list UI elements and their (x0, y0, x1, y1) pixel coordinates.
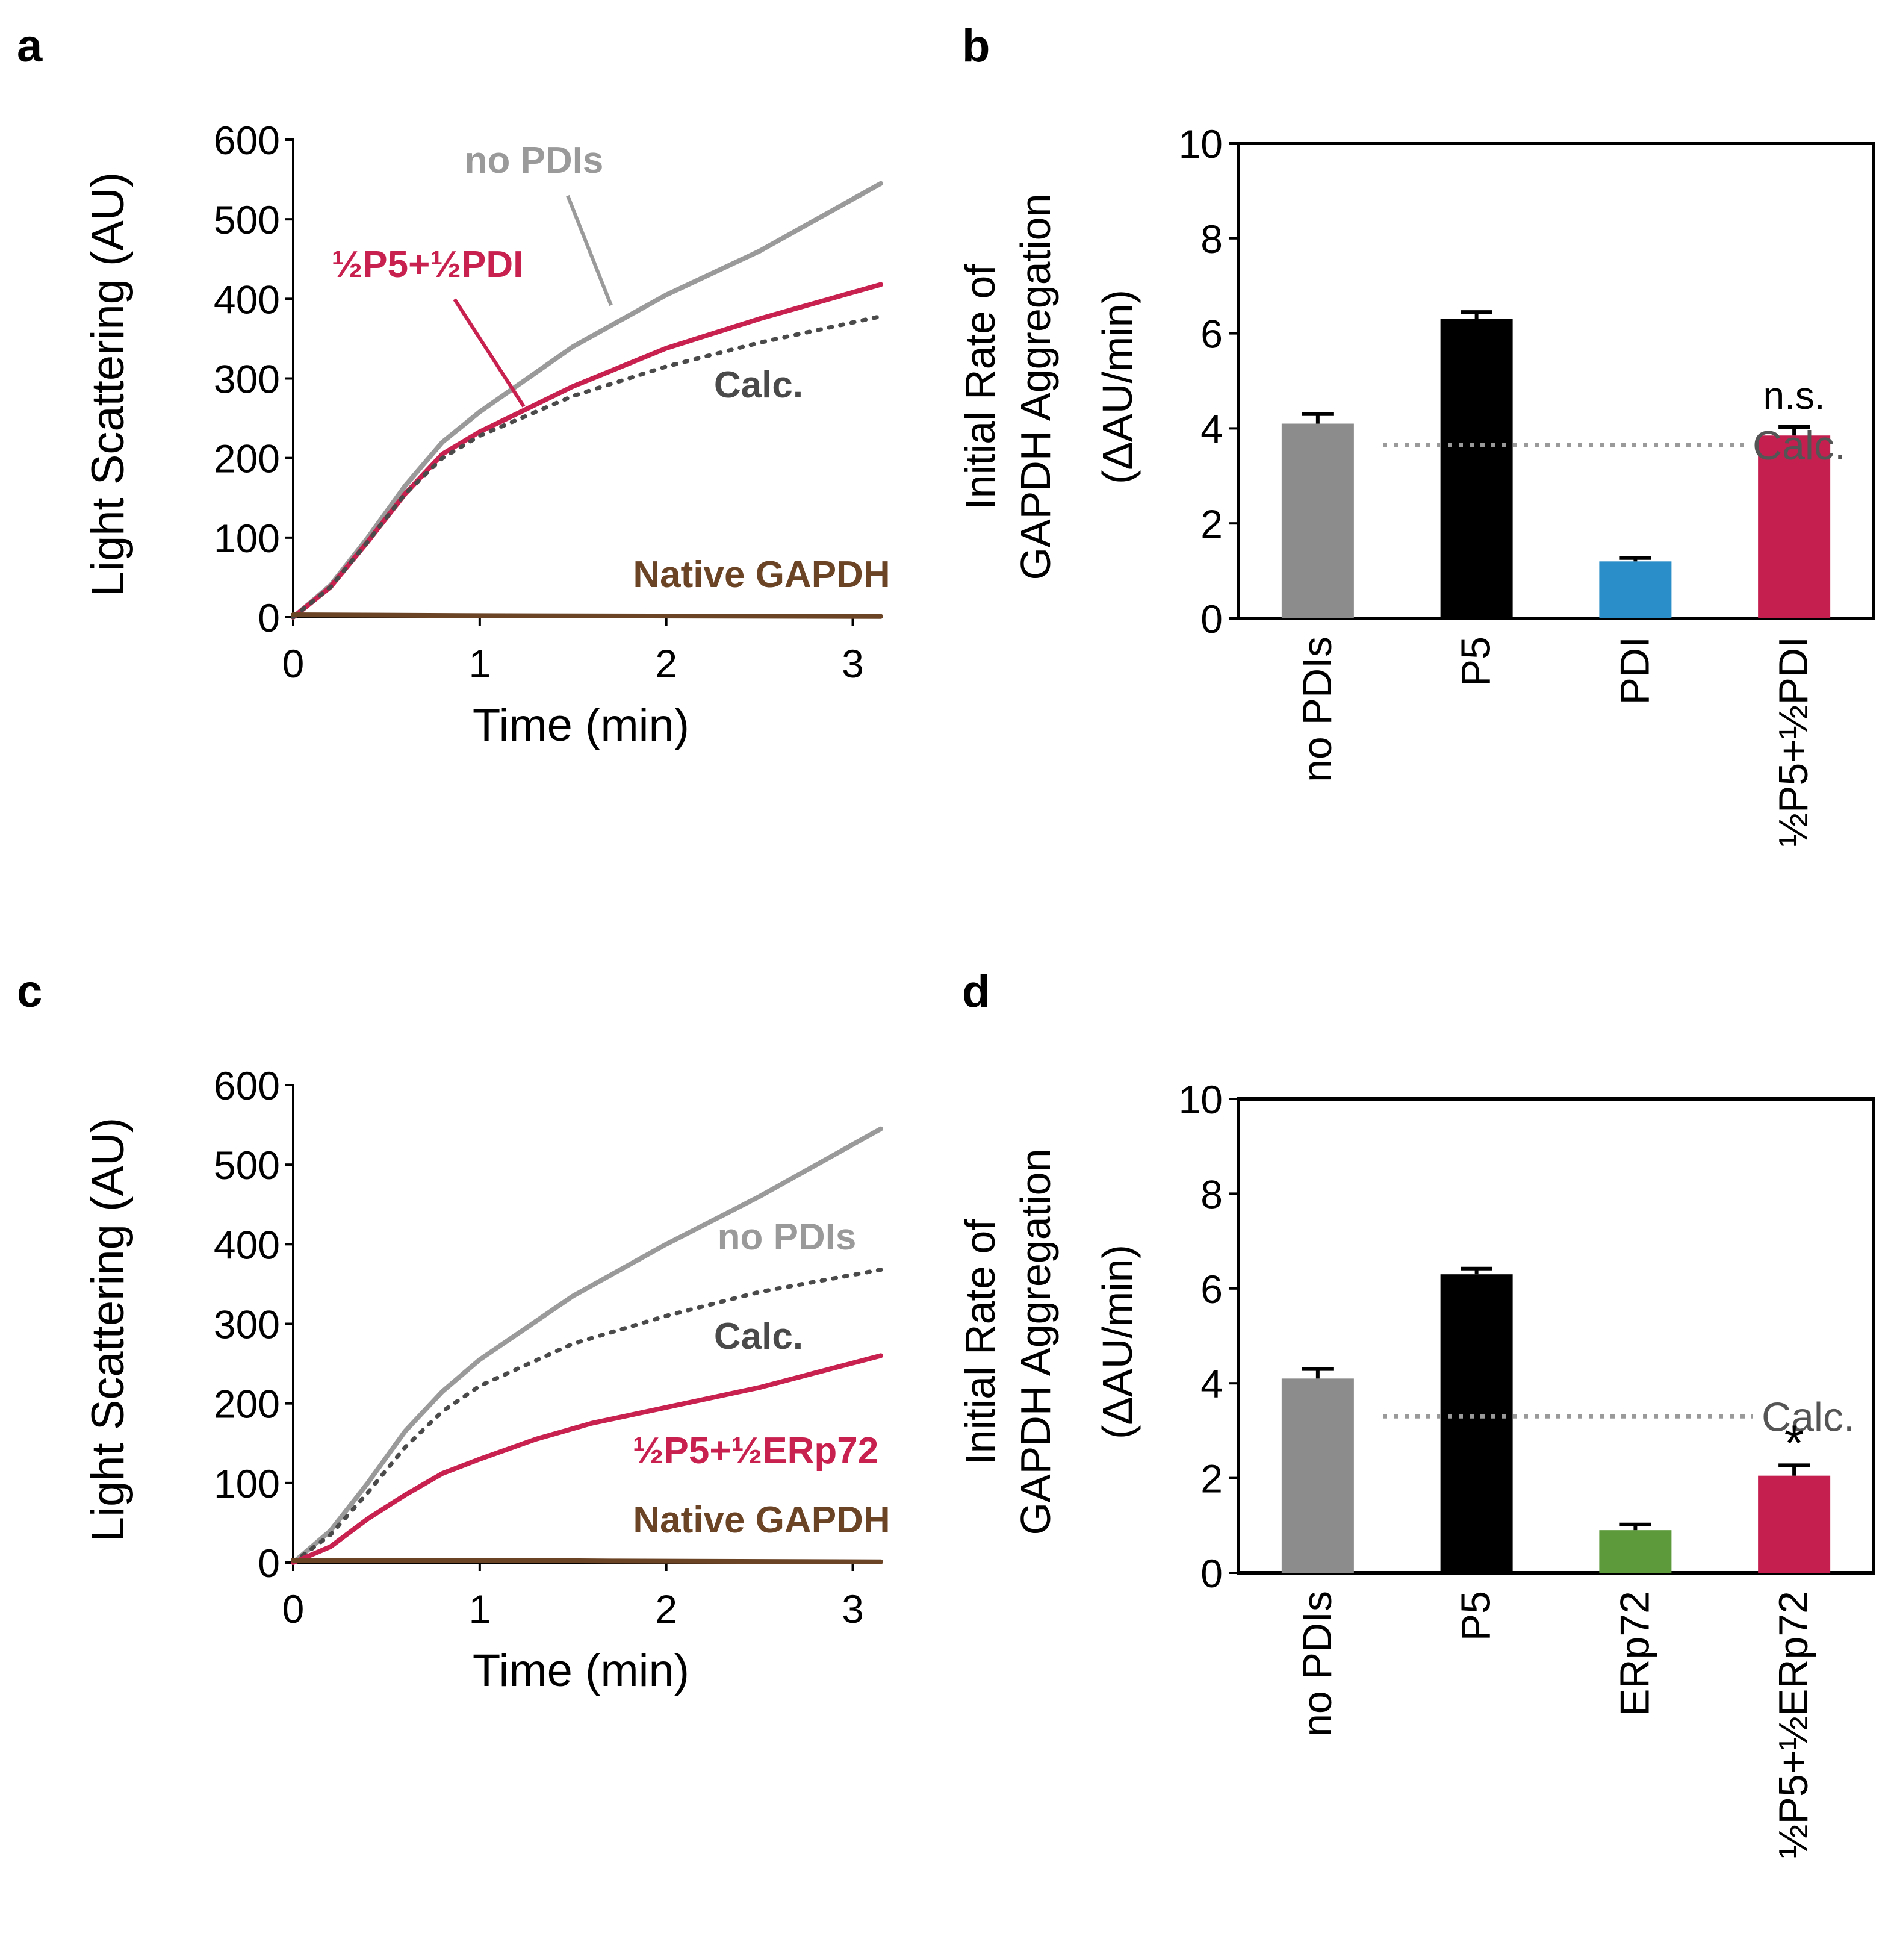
chart-d-initial-rate: 0 2 4 6 8 10 Initial Rate of GAPDH Aggregation (… (957, 1077, 1875, 1858)
series-line--p5-erp72 (291, 1353, 883, 1565)
y-axis-title-line2: GAPDH Aggregation (1012, 193, 1059, 580)
x-tick-label: 2 (655, 641, 677, 686)
series-label: ½P5+½PDI (332, 244, 524, 285)
y-tick-label: 0 (258, 596, 280, 640)
y-tick-label: 8 (1200, 1172, 1223, 1216)
series-line-calc- (291, 1268, 883, 1565)
y-axis-title-line1: Initial Rate of (957, 264, 1004, 510)
chart-a-light-scattering: 0 100 200 300 400 500 600 0 1 2 3 Time (min) Light S… (82, 118, 890, 751)
series-label: Native GAPDH (633, 1499, 890, 1541)
x-tick-label: 2 (655, 1587, 677, 1631)
x-tick-label: 0 (282, 641, 305, 686)
category-label: ½P5+½ERp72 (1771, 1591, 1816, 1858)
category-label: ½P5+½PDI (1771, 636, 1816, 847)
y-tick-label: 2 (1200, 1457, 1223, 1501)
series-line--p5-pdi (291, 282, 883, 620)
y-tick-label: 200 (214, 1382, 280, 1426)
y-tick-label: 6 (1200, 1267, 1223, 1311)
y-tick-label: 200 (214, 437, 280, 481)
y-tick-label: 2 (1200, 502, 1223, 546)
bar-2 (1599, 561, 1672, 618)
y-axis-title-line3: (ΔAU/min) (1094, 1245, 1141, 1439)
series-leader-line (453, 298, 526, 408)
y-tick-label: 10 (1179, 1077, 1223, 1122)
series-label: no PDIs (718, 1216, 857, 1258)
y-tick-label: 100 (214, 1461, 280, 1506)
significance-marker: n.s. (1763, 374, 1825, 417)
series-label: ½P5+½ERp72 (633, 1430, 878, 1472)
series-line-calc- (291, 314, 883, 620)
y-tick-label: 4 (1200, 406, 1223, 451)
y-tick-label: 300 (214, 357, 280, 402)
y-tick-label: 8 (1200, 217, 1223, 261)
y-tick-label: 600 (214, 118, 280, 163)
x-axis-title: Time (min) (473, 1645, 689, 1696)
x-tick-label: 0 (282, 1587, 305, 1631)
series-line-native-gapdh (291, 1558, 883, 1564)
y-axis-title: Light Scattering (AU) (82, 172, 134, 597)
x-tick-label: 1 (468, 641, 491, 686)
panel-label-a: a (17, 20, 43, 72)
y-axis-title-line3: (ΔAU/min) (1094, 290, 1141, 484)
y-axis-title-line2: GAPDH Aggregation (1012, 1148, 1059, 1535)
category-label: no PDIs (1294, 636, 1340, 782)
y-tick-label: 6 (1200, 312, 1223, 356)
panel-label-c: c (17, 966, 42, 1017)
series-line-native-gapdh (291, 612, 883, 619)
y-tick-label: 10 (1179, 122, 1223, 166)
x-tick-label: 3 (842, 1587, 864, 1631)
series-label: no PDIs (465, 140, 604, 181)
plot-frame (1237, 1097, 1875, 1575)
category-label: P5 (1453, 1591, 1499, 1641)
significance-marker: * (1784, 1414, 1804, 1471)
category-label: PDI (1612, 636, 1657, 705)
category-label: no PDIs (1294, 1591, 1340, 1737)
plot-frame (1237, 142, 1875, 620)
x-axis-title: Time (min) (473, 700, 689, 751)
bar-2 (1599, 1530, 1672, 1573)
bar-0 (1281, 1378, 1354, 1573)
series-label: Calc. (714, 364, 803, 406)
calc-reference-label: Calc. (1753, 423, 1846, 468)
chart-c-light-scattering: 0 100 200 300 400 500 600 0 1 2 3 Time (min) Light S… (82, 1063, 890, 1696)
y-tick-label: 400 (214, 277, 280, 322)
series-line-no-pdis (291, 1126, 883, 1565)
bar-1 (1440, 319, 1513, 618)
y-tick-label: 500 (214, 198, 280, 242)
series-label: Native GAPDH (633, 554, 890, 596)
y-tick-label: 500 (214, 1143, 280, 1187)
x-tick-label: 3 (842, 641, 864, 686)
y-tick-label: 600 (214, 1063, 280, 1108)
y-tick-label: 400 (214, 1222, 280, 1267)
y-axis-title-line1: Initial Rate of (957, 1219, 1004, 1465)
bar-1 (1440, 1274, 1513, 1573)
y-tick-label: 0 (1200, 597, 1223, 641)
series-leader-line (566, 194, 613, 306)
panel-label-d: d (962, 966, 990, 1017)
panel-label-b: b (962, 20, 990, 72)
series-label: Calc. (714, 1316, 803, 1357)
y-axis-title: Light Scattering (AU) (82, 1118, 134, 1542)
y-tick-label: 4 (1200, 1361, 1223, 1406)
bar-3 (1758, 1475, 1831, 1573)
bar-0 (1281, 423, 1354, 618)
y-tick-label: 300 (214, 1302, 280, 1347)
y-tick-label: 0 (258, 1541, 280, 1585)
y-tick-label: 0 (1200, 1551, 1223, 1596)
bar-3 (1758, 435, 1831, 618)
y-tick-label: 100 (214, 516, 280, 561)
chart-b-initial-rate: 0 2 4 6 8 10 Initial Rate of GAPDH Aggregation (… (957, 122, 1875, 847)
calc-reference-label: Calc. (1762, 1394, 1855, 1440)
category-label: P5 (1453, 636, 1499, 686)
x-tick-label: 1 (468, 1587, 491, 1631)
category-label: ERp72 (1612, 1591, 1657, 1716)
